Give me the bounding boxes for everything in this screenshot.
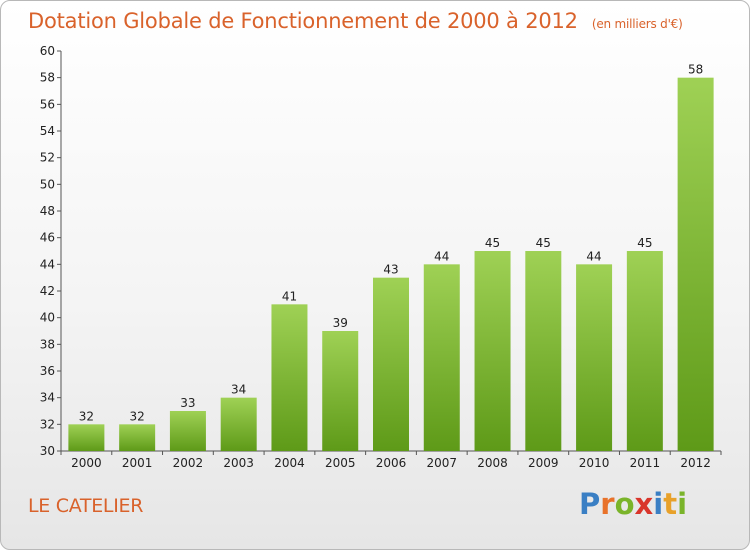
y-tick-label: 60 xyxy=(40,44,55,58)
y-tick-label: 40 xyxy=(40,311,55,325)
bar-value-label: 45 xyxy=(485,236,500,250)
bar-value-label: 33 xyxy=(180,396,195,410)
bar[interactable] xyxy=(626,251,663,451)
bar-value-label: 32 xyxy=(79,409,94,423)
y-tick-label: 44 xyxy=(40,257,55,271)
y-tick-label: 30 xyxy=(40,444,55,458)
logo-letter: i xyxy=(677,487,688,521)
chart-bars xyxy=(68,77,714,452)
bar[interactable] xyxy=(68,424,105,451)
bar[interactable] xyxy=(474,251,511,451)
bar[interactable] xyxy=(677,77,714,452)
logo-letter: P xyxy=(579,487,601,521)
chart-title: Dotation Globale de Fonctionnement de 20… xyxy=(28,9,683,33)
bar[interactable] xyxy=(373,277,409,451)
bar[interactable] xyxy=(271,304,308,451)
proxiti-logo[interactable]: Proxiti xyxy=(579,487,687,521)
y-tick-label: 32 xyxy=(40,417,55,431)
y-tick-label: 54 xyxy=(40,124,55,138)
bar-value-label: 32 xyxy=(130,409,145,423)
bar-value-label: 41 xyxy=(282,289,297,303)
chart-labels: 2000 32 2001 32 2002 33 2003 34 2004 41 2005 39 2006… xyxy=(71,63,711,470)
y-tick-label: 50 xyxy=(40,177,55,191)
commune-name: LE CATELIER xyxy=(28,495,144,517)
x-tick-label: 2008 xyxy=(477,456,508,470)
bar-value-label: 58 xyxy=(688,63,703,77)
y-tick-label: 58 xyxy=(40,71,55,85)
y-tick-label: 36 xyxy=(40,364,55,378)
bar[interactable] xyxy=(525,251,562,451)
x-tick-label: 2003 xyxy=(223,456,254,470)
y-tick-label: 46 xyxy=(40,231,55,245)
bar[interactable] xyxy=(119,424,156,451)
chart-axes: 30 32 34 36 38 40 42 44 46 48 50 52 54 56 58 60 xyxy=(40,44,722,458)
chart-title-text: Dotation Globale de Fonctionnement de 20… xyxy=(28,9,578,33)
logo-letter: r xyxy=(600,487,615,521)
x-tick-label: 2011 xyxy=(630,456,661,470)
y-tick-label: 34 xyxy=(40,391,55,405)
bar-value-label: 43 xyxy=(383,263,398,277)
logo-letter: x xyxy=(634,487,654,521)
bar-value-label: 45 xyxy=(536,236,551,250)
x-tick-label: 2000 xyxy=(71,456,102,470)
x-tick-label: 2002 xyxy=(173,456,204,470)
bar[interactable] xyxy=(220,397,257,451)
x-tick-label: 2001 xyxy=(122,456,153,470)
x-tick-label: 2007 xyxy=(426,456,457,470)
x-tick-label: 2005 xyxy=(325,456,356,470)
x-tick-label: 2012 xyxy=(680,456,711,470)
bar-value-label: 44 xyxy=(586,249,601,263)
bar-value-label: 34 xyxy=(231,383,246,397)
logo-letter: o xyxy=(614,487,635,521)
x-tick-label: 2006 xyxy=(376,456,407,470)
x-tick-label: 2004 xyxy=(274,456,305,470)
y-tick-label: 38 xyxy=(40,337,55,351)
x-tick-label: 2010 xyxy=(579,456,610,470)
y-tick-label: 52 xyxy=(40,151,55,165)
logo-letter: t xyxy=(663,487,678,521)
y-tick-label: 56 xyxy=(40,97,55,111)
bar[interactable] xyxy=(169,411,206,451)
logo-letter: i xyxy=(653,487,664,521)
chart-subtitle: (en milliers d'€) xyxy=(591,17,683,31)
y-tick-label: 42 xyxy=(40,284,55,298)
y-tick-label: 48 xyxy=(40,204,55,218)
bar[interactable] xyxy=(576,264,613,451)
bar[interactable] xyxy=(322,331,359,451)
bar-value-label: 44 xyxy=(434,249,449,263)
bar[interactable] xyxy=(423,264,460,451)
bar-value-label: 45 xyxy=(637,236,652,250)
x-tick-label: 2009 xyxy=(528,456,559,470)
bar-value-label: 39 xyxy=(333,316,348,330)
